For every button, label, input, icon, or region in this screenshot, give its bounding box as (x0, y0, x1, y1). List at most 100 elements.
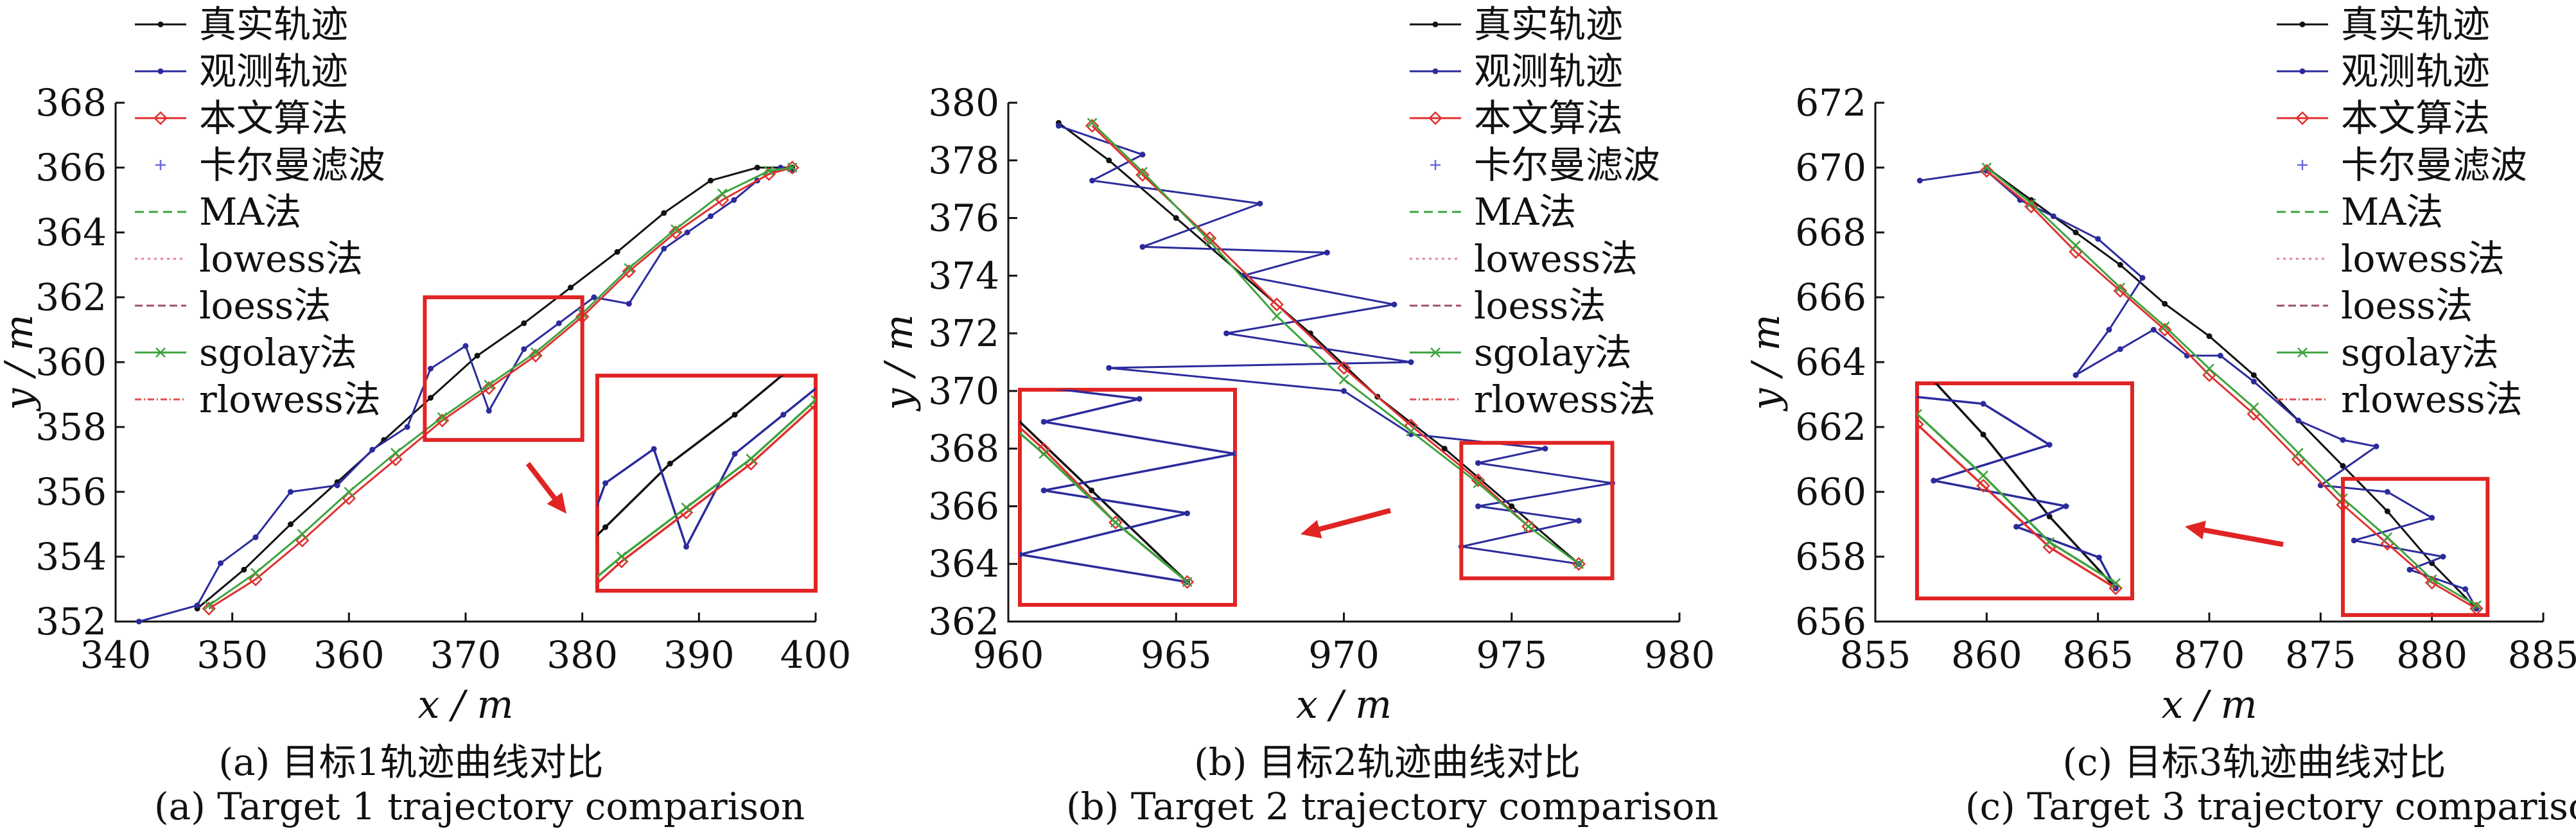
inset-data-point (1715, 155, 1721, 161)
data-point (2026, 198, 2037, 209)
data-point (661, 210, 667, 216)
data-point (708, 177, 714, 184)
inset-data-point (922, 167, 927, 173)
data-point (2340, 463, 2346, 469)
y-tick-label: 364 (35, 211, 107, 254)
legend-entry: loess法 (1410, 284, 1606, 327)
inset-data-point (1978, 470, 1988, 481)
y-tick-label: 672 (1795, 81, 1866, 125)
legend-entry: 本文算法 (135, 96, 348, 140)
data-point (2206, 333, 2212, 340)
data-point (2072, 372, 2079, 378)
inset-data-point (408, 715, 414, 720)
inset-data-point (732, 412, 738, 418)
data-point (2295, 417, 2302, 424)
inset-data-point (515, 268, 521, 274)
inset-data-point (1055, 177, 1061, 183)
legend-label: sgolay法 (2341, 331, 2499, 374)
data-point (369, 446, 376, 453)
legend-label: 真实轨迹 (2341, 3, 2490, 46)
data-point (1391, 301, 1398, 308)
data-point (2139, 275, 2146, 281)
series-line (1920, 170, 2478, 609)
inset-series-line (1917, 412, 2117, 584)
inset-data-point (861, 304, 867, 310)
data-point (717, 188, 728, 199)
chart-panel-b: 960 965 970 975 980 362 364 366 368 370 372 374 376 3… (515, 3, 1715, 727)
data-point (1523, 521, 1534, 532)
data-point (334, 482, 340, 489)
inset-data-point (1108, 515, 1123, 530)
data-point (241, 566, 247, 573)
inset-data-point (1914, 360, 1920, 366)
inset-data-point (2013, 523, 2020, 530)
y-axis-label: y / m (1744, 314, 1789, 412)
legend-label: rlowess法 (1474, 378, 1656, 421)
data-point (764, 166, 775, 176)
inset-data-point (563, 76, 568, 82)
legend-label: 本文算法 (2341, 96, 2490, 140)
data-point (1338, 374, 1349, 385)
data-point (1542, 446, 1548, 452)
y-tick-label: 670 (1795, 146, 1866, 189)
zoom-arrow (2191, 525, 2284, 547)
x-tick-label: 860 (1951, 633, 2022, 677)
caption-cn-b: (b) 目标2轨迹曲线对比 (1194, 740, 1581, 784)
inset-series-line (597, 376, 784, 537)
legend-label: 观测轨迹 (1474, 49, 1623, 93)
legend-entry: rlowess法 (1410, 378, 1656, 421)
y-tick-label: 660 (1795, 470, 1866, 514)
series-line (1986, 166, 2477, 607)
legend-label: 卡尔曼滤波 (199, 143, 385, 187)
legend-label: 本文算法 (1474, 96, 1623, 140)
inset-data-point (667, 460, 673, 467)
inset-data-point (926, 299, 932, 305)
y-axis-label: y / m (0, 314, 42, 412)
inset-data-point (732, 451, 738, 457)
inset-data-point (1980, 401, 1986, 407)
inset-data-point (683, 543, 690, 550)
legend-label: MA法 (2341, 190, 2443, 234)
inset-data-point (1976, 478, 1990, 493)
legend-marker (2297, 160, 2308, 170)
data-point (2250, 378, 2257, 385)
inset-data-point (521, 602, 527, 608)
data-point (622, 264, 636, 279)
legend-marker (1430, 160, 1441, 170)
inset-data-point (552, 605, 561, 614)
data-point (2440, 553, 2446, 560)
data-point (2115, 282, 2126, 293)
legend-entry: rlowess法 (2277, 378, 2523, 421)
inset-data-point (1040, 487, 1047, 494)
inset-data-point (611, 30, 617, 36)
legend-label: rlowess法 (199, 378, 381, 421)
data-point (437, 412, 448, 422)
data-point (2159, 321, 2170, 332)
data-point (2095, 236, 2101, 242)
data-point (486, 408, 492, 414)
inset-data-point (682, 213, 688, 219)
data-point (2113, 284, 2128, 298)
inset-data-point (1069, 184, 1080, 196)
chart-panel-a: 340 350 360 370 380 390 400 352 354 356 358 360 362 3… (0, 3, 1080, 727)
inset-data-point (1055, 196, 1061, 202)
legend-label: 观测轨迹 (199, 49, 348, 93)
inset-data-point (657, 65, 666, 74)
data-point (1204, 236, 1215, 247)
data-point (1106, 365, 1112, 371)
legend-label: loess法 (1474, 284, 1606, 327)
data-point (708, 213, 714, 220)
legend-marker (2297, 347, 2308, 358)
legend-entry: 真实轨迹 (135, 3, 348, 46)
data-point (626, 300, 632, 307)
legend-entry: 观测轨迹 (1410, 49, 1623, 93)
inset-data-point (1782, 227, 1787, 232)
inset-series-line (1020, 420, 1188, 583)
data-point (684, 229, 690, 236)
legend-label: lowess法 (199, 237, 363, 281)
legend-label: lowess法 (1474, 237, 1638, 281)
data-point (2072, 229, 2079, 236)
x-tick-label: 350 (197, 633, 268, 677)
data-point (204, 600, 215, 611)
inset-series-line (597, 387, 816, 550)
